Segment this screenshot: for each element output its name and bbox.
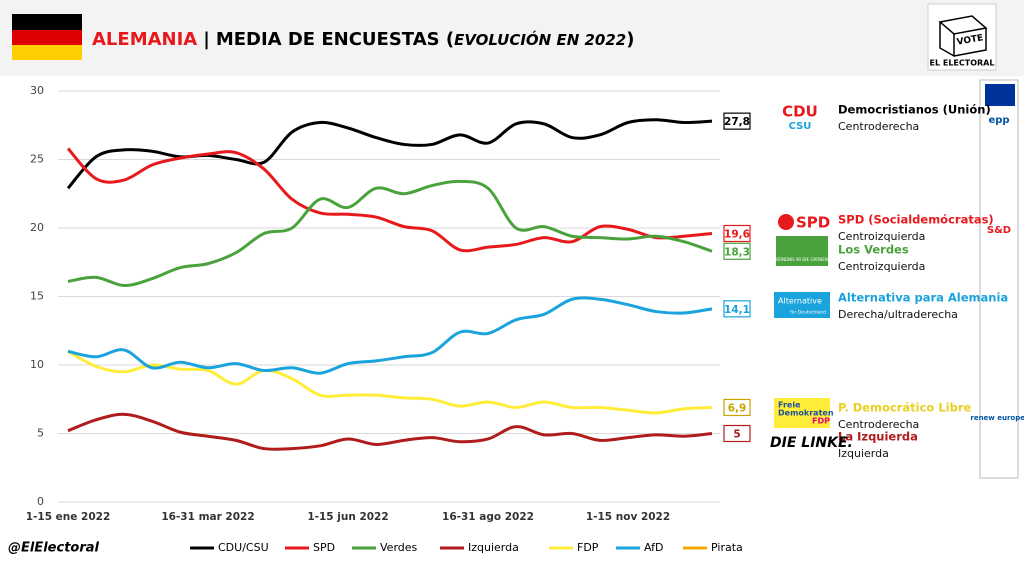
- party-logo-text: DIE LINKE.: [770, 435, 853, 451]
- party-logo-text: BÜNDNIS 90 DIE GRÜNEN: [776, 257, 827, 262]
- brand-logo: VOTE EL ELECTORAL: [927, 3, 997, 71]
- party-logo-text: Freie: [778, 401, 801, 410]
- party-logo-bg: [774, 292, 830, 318]
- value-label-box: [723, 242, 751, 260]
- series-line: [66, 118, 713, 190]
- party-ideology: Izquierda: [838, 447, 889, 460]
- title-emph: EVOLUCIÓN EN 2022: [454, 30, 626, 49]
- y-tick-label: 20: [30, 221, 44, 234]
- x-tick-label: 16-31 mar 2022: [161, 511, 254, 523]
- legend-label: CDU/CSU: [218, 541, 269, 554]
- party-ideology: Centroderecha: [838, 120, 919, 133]
- party-logo-text: CSU: [789, 121, 812, 132]
- eu-group-label: epp: [988, 115, 1009, 126]
- value-label-box: [723, 112, 751, 130]
- party-ideology: Centroizquierda: [838, 230, 925, 243]
- series-line: [67, 296, 713, 375]
- series-line: [67, 349, 713, 415]
- legend-label: FDP: [577, 541, 599, 554]
- value-label: 6,9: [728, 402, 747, 414]
- party-name: P. Democrático Libre: [838, 401, 972, 415]
- y-tick-label: 15: [30, 290, 44, 303]
- title-main: MEDIA DE ENCUESTAS (: [216, 29, 454, 50]
- value-label: 18,3: [724, 246, 750, 258]
- header-band: [0, 0, 1024, 76]
- eu-flag: [985, 84, 1015, 106]
- legend-label: SPD: [313, 541, 335, 554]
- party-name: Los Verdes: [838, 243, 909, 257]
- series-line: [66, 147, 713, 253]
- party-logo-text: für Deutschland: [790, 310, 826, 316]
- y-tick-label: 10: [30, 358, 44, 371]
- brand-vote: VOTE: [956, 33, 984, 47]
- value-label: 14,1: [724, 304, 750, 316]
- party-name: SPD (Socialdemócratas): [838, 213, 994, 227]
- party-name: La Izquierda: [838, 430, 918, 444]
- handle: @ElElectoral: [8, 541, 100, 556]
- legend-label: Pirata: [711, 541, 743, 554]
- eu-group-label: S&D: [987, 225, 1011, 236]
- party-ideology: Centroizquierda: [838, 260, 925, 273]
- legend-label: AfD: [644, 541, 663, 554]
- x-tick-label: 16-31 ago 2022: [442, 511, 534, 523]
- title-sep: |: [203, 29, 210, 50]
- value-label-box: [723, 424, 751, 443]
- value-label-box: [723, 224, 751, 243]
- y-tick-label: 30: [30, 84, 44, 97]
- party-logo-text: Demokraten: [778, 409, 834, 418]
- value-label: 5: [733, 429, 740, 441]
- legend-label: Verdes: [380, 541, 418, 554]
- party-logo-rose: [778, 214, 794, 230]
- party-logo-text: CDU: [782, 103, 818, 121]
- party-name: Democristianos (Unión): [838, 103, 991, 117]
- title-close: ): [626, 29, 634, 50]
- x-tick-label: 1-15 ene 2022: [26, 511, 111, 523]
- flag: [12, 14, 82, 60]
- value-label-box: [723, 300, 751, 318]
- value-label-box: [723, 398, 751, 417]
- value-label: 27,8: [724, 116, 750, 128]
- y-tick-label: 5: [37, 427, 44, 440]
- chart-title: ALEMANIA | MEDIA DE ENCUESTAS (EVOLUCIÓN E…: [92, 29, 634, 50]
- legend-label: Izquierda: [468, 541, 519, 554]
- series-line: [67, 412, 713, 451]
- eu-groups-box: [979, 79, 1019, 479]
- party-ideology: Derecha/ultraderecha: [838, 308, 958, 321]
- party-logo-text: FDP: [812, 417, 830, 426]
- eu-group-label: renew europe.: [970, 414, 1024, 422]
- y-tick-label: 0: [37, 495, 44, 508]
- party-ideology: Centroderecha: [838, 418, 919, 431]
- title-country: ALEMANIA: [92, 29, 197, 50]
- value-label: 19,6: [724, 228, 750, 240]
- party-logo-text: SPD: [796, 214, 830, 232]
- x-tick-label: 1-15 jun 2022: [307, 511, 388, 523]
- party-logo-bg: [774, 398, 830, 428]
- x-tick-label: 1-15 nov 2022: [586, 511, 670, 523]
- party-logo-text: Alternative: [778, 297, 822, 306]
- series-line: [67, 179, 713, 288]
- y-tick-label: 25: [30, 153, 44, 166]
- party-logo-bg: [776, 236, 828, 266]
- brand-name: EL ELECTORAL: [930, 59, 995, 68]
- party-name: Alternativa para Alemania: [838, 291, 1008, 305]
